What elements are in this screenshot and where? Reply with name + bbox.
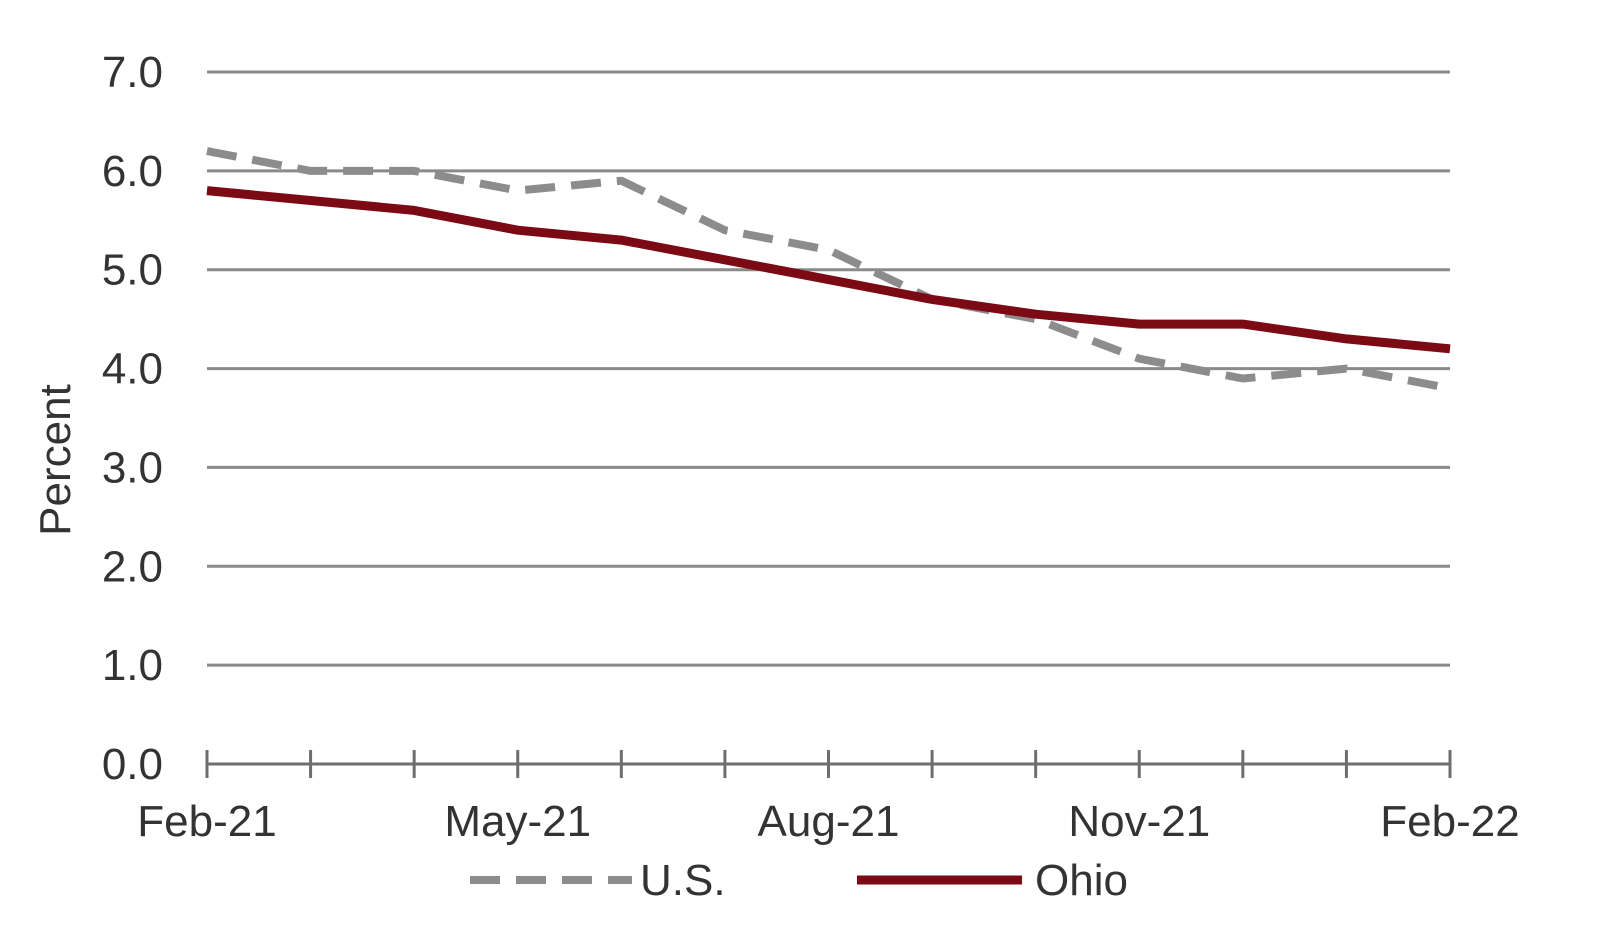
series-line-u-s	[206, 147, 1451, 393]
y-tick-label: 3.0	[102, 443, 163, 492]
x-tick-label: Nov-21	[1068, 797, 1210, 846]
y-tick-label: 2.0	[102, 542, 163, 591]
x-tick-label: May-21	[444, 797, 591, 846]
x-tick-label: Feb-22	[1380, 797, 1519, 846]
legend: U.S. Ohio	[470, 856, 1128, 905]
y-axis-title: Percent	[31, 384, 80, 536]
y-tick-label: 4.0	[102, 345, 163, 394]
x-axis	[205, 750, 1452, 778]
x-tick-label: Aug-21	[758, 797, 900, 846]
y-axis-tick-labels: 0.0 1.0 2.0 3.0 4.0 5.0 6.0 7.0	[102, 48, 163, 789]
legend-label-us: U.S.	[640, 856, 726, 905]
gridlines	[207, 70, 1450, 667]
y-tick-label: 6.0	[102, 147, 163, 196]
y-tick-label: 1.0	[102, 641, 163, 690]
series-line-ohio	[206, 186, 1451, 354]
y-tick-label: 0.0	[102, 740, 163, 789]
x-axis-tick-labels: Feb-21 May-21 Aug-21 Nov-21 Feb-22	[137, 797, 1519, 846]
x-tick-label: Feb-21	[137, 797, 276, 846]
legend-label-ohio: Ohio	[1035, 856, 1128, 905]
y-tick-label: 5.0	[102, 246, 163, 295]
series-lines	[206, 147, 1451, 393]
y-tick-label: 7.0	[102, 48, 163, 97]
